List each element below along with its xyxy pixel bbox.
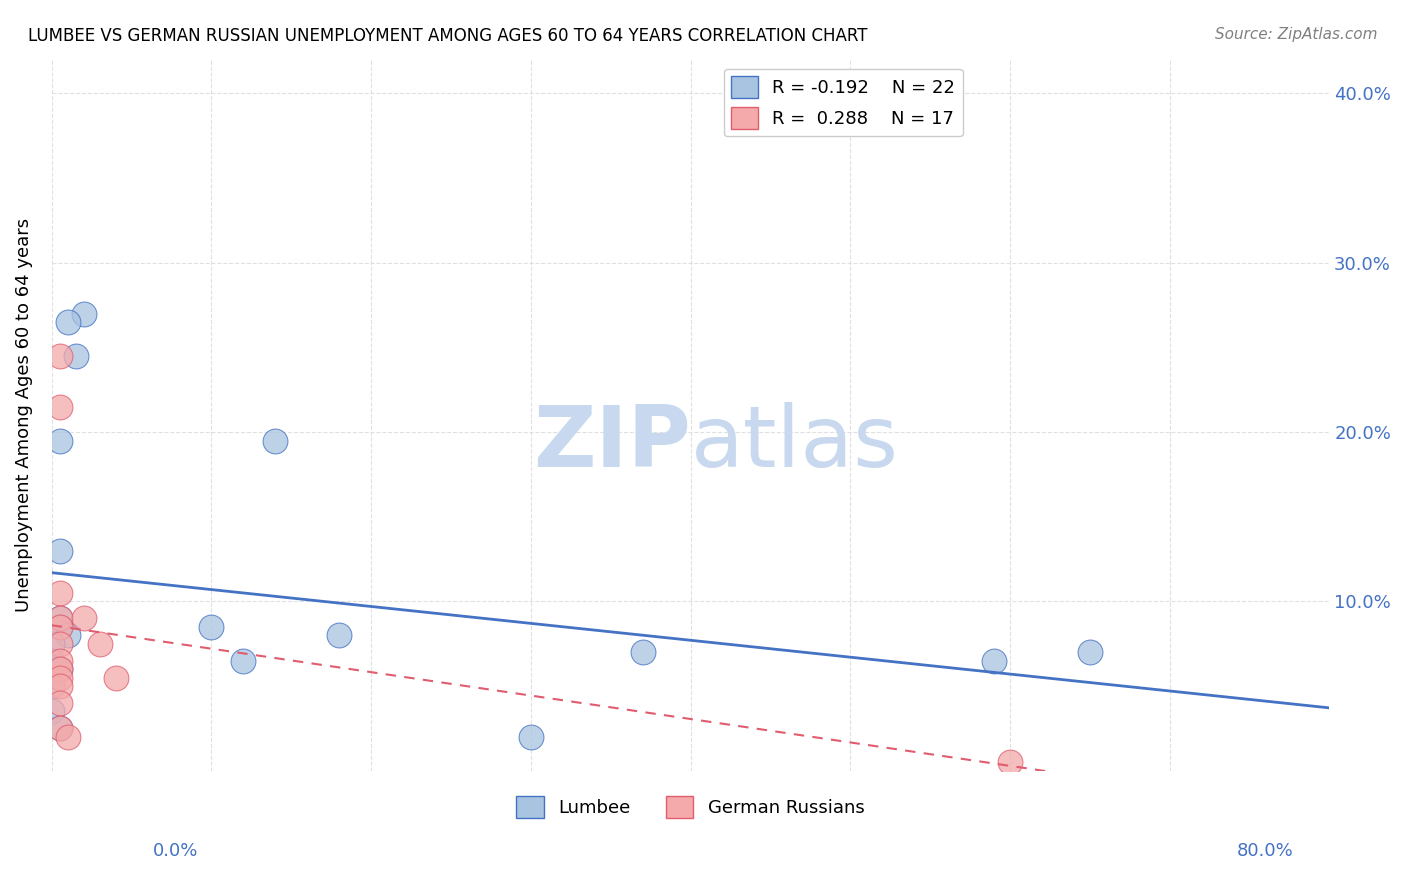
- Text: 80.0%: 80.0%: [1237, 842, 1294, 860]
- Point: [48, 620, 70, 634]
- Point: [41, 705, 63, 719]
- Point: [631, 645, 654, 659]
- Point: [65, 349, 87, 363]
- Point: [48, 611, 70, 625]
- Point: [48, 722, 70, 736]
- Text: atlas: atlas: [690, 402, 898, 485]
- Point: [73, 611, 96, 625]
- Point: [328, 628, 350, 642]
- Legend: Lumbee, German Russians: Lumbee, German Russians: [509, 789, 872, 826]
- Point: [104, 671, 127, 685]
- Point: [41, 679, 63, 693]
- Point: [41, 654, 63, 668]
- Point: [1078, 645, 1101, 659]
- Point: [48, 662, 70, 676]
- Text: 0.0%: 0.0%: [153, 842, 198, 860]
- Point: [200, 620, 222, 634]
- Text: ZIP: ZIP: [533, 402, 690, 485]
- Point: [48, 586, 70, 600]
- Point: [48, 611, 70, 625]
- Point: [48, 662, 70, 676]
- Point: [48, 722, 70, 736]
- Point: [48, 696, 70, 710]
- Point: [73, 307, 96, 321]
- Point: [48, 637, 70, 651]
- Point: [983, 654, 1005, 668]
- Point: [48, 654, 70, 668]
- Y-axis label: Unemployment Among Ages 60 to 64 years: Unemployment Among Ages 60 to 64 years: [15, 218, 32, 612]
- Point: [48, 543, 70, 558]
- Point: [48, 434, 70, 448]
- Text: Source: ZipAtlas.com: Source: ZipAtlas.com: [1215, 27, 1378, 42]
- Text: LUMBEE VS GERMAN RUSSIAN UNEMPLOYMENT AMONG AGES 60 TO 64 YEARS CORRELATION CHAR: LUMBEE VS GERMAN RUSSIAN UNEMPLOYMENT AM…: [28, 27, 868, 45]
- Point: [48, 620, 70, 634]
- Point: [56, 315, 79, 329]
- Point: [41, 637, 63, 651]
- Point: [48, 671, 70, 685]
- Point: [56, 730, 79, 744]
- Point: [56, 628, 79, 642]
- Point: [520, 730, 543, 744]
- Point: [998, 756, 1021, 770]
- Point: [48, 400, 70, 414]
- Point: [264, 434, 287, 448]
- Point: [48, 349, 70, 363]
- Point: [232, 654, 254, 668]
- Point: [89, 637, 111, 651]
- Point: [48, 679, 70, 693]
